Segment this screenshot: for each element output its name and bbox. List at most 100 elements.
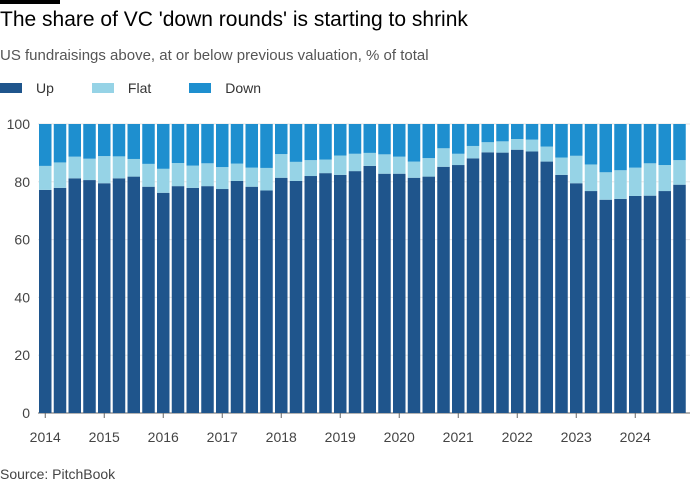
chart-subtitle: US fundraisings above, at or below previ… — [0, 47, 429, 64]
legend-label-down: Down — [225, 80, 262, 96]
bar-down — [437, 124, 450, 149]
bar-up — [599, 199, 612, 413]
legend-item-flat: Flat — [91, 80, 151, 96]
bar-flat — [39, 165, 52, 190]
bar-flat — [68, 156, 81, 179]
bar-flat — [570, 155, 583, 184]
bar-down — [201, 124, 214, 164]
brand-bar — [0, 0, 60, 4]
bar-down — [319, 124, 332, 160]
bar-down — [334, 124, 347, 156]
bar-up — [112, 178, 126, 413]
bar-down — [525, 124, 539, 140]
bar-flat — [378, 154, 391, 174]
bar-up — [98, 183, 111, 413]
bar-down — [629, 124, 642, 168]
bar-up — [171, 186, 185, 413]
bar-up — [658, 191, 671, 413]
bar-down — [658, 124, 671, 166]
x-tick-label: 2023 — [561, 429, 592, 445]
bar-down — [643, 124, 657, 164]
x-tick-label: 2015 — [89, 429, 120, 445]
bar-up — [614, 198, 627, 413]
bar-flat — [289, 161, 303, 181]
bar-flat — [260, 167, 273, 191]
bar-up — [68, 178, 81, 413]
bar-down — [496, 124, 509, 142]
legend-swatch-up — [0, 83, 22, 93]
x-tick-label: 2018 — [266, 429, 297, 445]
bar-down — [422, 124, 435, 159]
bar-flat — [53, 162, 67, 188]
bar-down — [171, 124, 185, 164]
bar-flat — [348, 153, 362, 172]
x-tick-label: 2021 — [443, 429, 474, 445]
bar-down — [555, 124, 568, 158]
y-tick-label: 40 — [14, 289, 30, 305]
bar-up — [216, 189, 229, 413]
bar-flat — [201, 163, 214, 187]
bar-flat — [407, 161, 421, 178]
source-note: Source: PitchBook — [0, 466, 116, 482]
bar-flat — [112, 156, 126, 179]
legend-label-up: Up — [36, 80, 54, 96]
bar-down — [39, 124, 52, 166]
bar-up — [319, 173, 332, 413]
bar-down — [68, 124, 81, 157]
bar-down — [186, 124, 199, 166]
bar-down — [157, 124, 170, 169]
x-tick-label: 2019 — [325, 429, 356, 445]
x-tick-label: 2017 — [207, 429, 238, 445]
y-tick-label: 80 — [14, 174, 30, 190]
bar-up — [363, 165, 376, 413]
bar-down — [614, 124, 627, 171]
bar-up — [157, 192, 170, 413]
bar-up — [142, 186, 155, 413]
bar-flat — [673, 160, 686, 185]
bar-up — [53, 187, 67, 413]
bar-down — [584, 124, 598, 165]
bar-down — [378, 124, 391, 155]
bar-down — [481, 124, 494, 143]
bar-up — [570, 183, 583, 413]
bar-flat — [422, 158, 435, 177]
bar-down — [304, 124, 317, 161]
bar-up — [201, 186, 214, 413]
bar-down — [393, 124, 406, 157]
bar-flat — [319, 159, 332, 174]
legend-item-down: Down — [189, 80, 261, 96]
bar-flat — [540, 146, 553, 162]
bar-down — [112, 124, 126, 157]
bar-down — [127, 124, 140, 159]
bar-flat — [393, 156, 406, 174]
bar-up — [643, 195, 657, 413]
bar-flat — [629, 167, 642, 196]
bar-up — [348, 171, 362, 413]
bar-flat — [334, 155, 347, 175]
bar-flat — [643, 163, 657, 196]
bar-up — [422, 176, 435, 413]
bar-up — [378, 173, 391, 413]
bar-flat — [157, 168, 170, 193]
bar-up — [407, 177, 421, 413]
bar-up — [496, 152, 509, 413]
bar-down — [540, 124, 553, 147]
bar-down — [407, 124, 421, 162]
bar-flat — [481, 142, 494, 153]
bar-up — [555, 174, 568, 413]
x-tick-label: 2020 — [384, 429, 415, 445]
bar-flat — [437, 148, 450, 167]
bar-down — [230, 124, 244, 164]
bar-down — [245, 124, 258, 168]
bar-flat — [142, 163, 155, 187]
bar-down — [98, 124, 111, 157]
bar-up — [275, 177, 288, 413]
bar-up — [83, 180, 96, 413]
bar-down — [673, 124, 686, 161]
bar-up — [289, 180, 303, 413]
bar-up — [540, 161, 553, 413]
y-tick-label: 20 — [14, 347, 30, 363]
bar-flat — [599, 172, 612, 200]
bar-flat — [363, 152, 376, 166]
